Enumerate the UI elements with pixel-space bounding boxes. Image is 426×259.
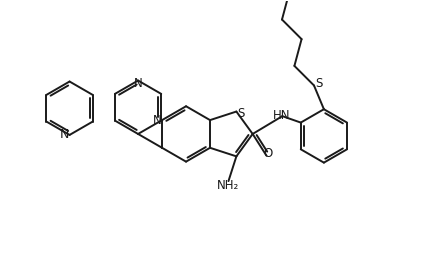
Text: S: S <box>314 77 322 90</box>
Text: S: S <box>237 107 245 120</box>
Text: NH₂: NH₂ <box>217 178 239 192</box>
Text: N: N <box>133 77 142 90</box>
Text: HN: HN <box>272 109 289 122</box>
Text: N: N <box>60 128 69 141</box>
Text: N: N <box>153 114 161 127</box>
Text: O: O <box>263 147 273 160</box>
